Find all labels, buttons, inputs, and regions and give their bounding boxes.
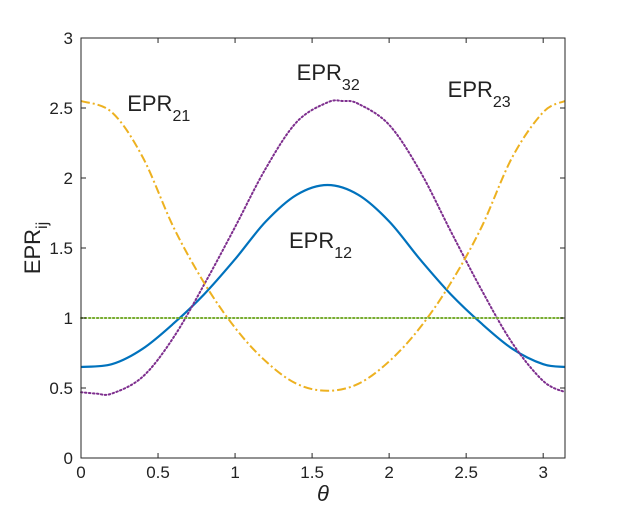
y-axis-label-main: EPR bbox=[20, 229, 45, 274]
series-line-2 bbox=[80, 99, 566, 396]
x-tick-label: 2.5 bbox=[454, 463, 478, 482]
series-line-1 bbox=[80, 183, 566, 369]
annotation-sub: 21 bbox=[172, 108, 190, 125]
series-layer bbox=[80, 99, 566, 396]
annotation-main: EPR bbox=[127, 91, 172, 116]
y-tick-label: 1.5 bbox=[49, 239, 73, 258]
x-tick-label: 3 bbox=[538, 463, 547, 482]
x-tick-label: 0 bbox=[76, 463, 85, 482]
annotation-main: EPR bbox=[297, 60, 342, 85]
annotation-main: EPR bbox=[448, 77, 493, 102]
y-tick-label: 2 bbox=[64, 169, 73, 188]
y-axis-label: EPRij bbox=[20, 222, 51, 274]
x-tick-label: 1 bbox=[230, 463, 239, 482]
series-line-3 bbox=[80, 100, 566, 392]
annotation-sub: 12 bbox=[334, 245, 352, 262]
x-axis-label: θ bbox=[317, 481, 329, 506]
y-axis-label-sub: ij bbox=[34, 222, 51, 229]
y-tick-label: 2.5 bbox=[49, 99, 73, 118]
annotation-sub: 23 bbox=[493, 94, 511, 111]
annotation-sub: 32 bbox=[342, 77, 360, 94]
curve-annotation: EPR32 bbox=[297, 60, 360, 94]
x-tick-label: 0.5 bbox=[146, 463, 170, 482]
y-tick-label: 0.5 bbox=[49, 379, 73, 398]
tick-layer: 0 0.5 1 1.5 2 2.5 3 0 0.5 1 1.5 2 2.5 3 bbox=[49, 29, 565, 482]
y-tick-label: 0 bbox=[64, 449, 73, 468]
curve-annotation: EPR12 bbox=[289, 228, 352, 262]
y-tick-label: 1 bbox=[64, 309, 73, 328]
x-tick-label: 2 bbox=[384, 463, 393, 482]
y-tick-label: 3 bbox=[64, 29, 73, 48]
curve-annotation: EPR23 bbox=[448, 77, 511, 111]
x-tick-label: 1.5 bbox=[300, 463, 324, 482]
curve-annotation: EPR21 bbox=[127, 91, 190, 125]
annotation-main: EPR bbox=[289, 228, 334, 253]
